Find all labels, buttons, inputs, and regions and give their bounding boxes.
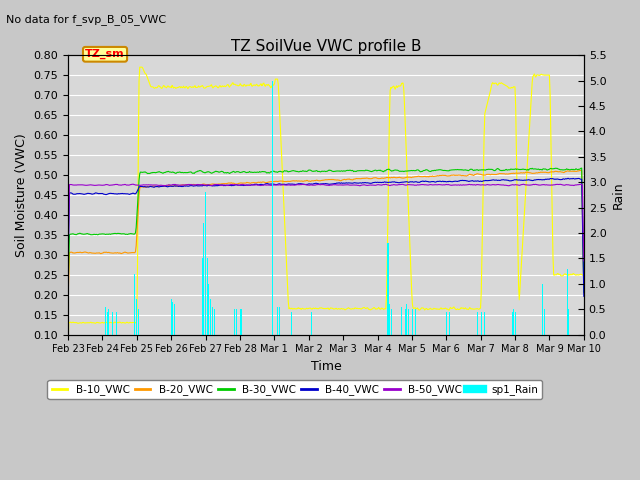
Bar xyxy=(568,309,570,335)
Bar xyxy=(446,312,447,335)
Y-axis label: Rain: Rain xyxy=(612,181,625,209)
Bar xyxy=(277,307,278,335)
Bar xyxy=(205,192,206,335)
Bar xyxy=(136,299,138,335)
Bar xyxy=(515,312,516,335)
Bar xyxy=(134,274,135,335)
Bar xyxy=(389,304,390,335)
Y-axis label: Soil Moisture (VWC): Soil Moisture (VWC) xyxy=(15,133,28,257)
Bar xyxy=(401,307,402,335)
Bar xyxy=(112,312,113,335)
Text: TZ_sm: TZ_sm xyxy=(85,49,125,60)
Bar xyxy=(415,309,416,335)
X-axis label: Time: Time xyxy=(310,360,341,373)
Bar xyxy=(234,309,235,335)
Bar xyxy=(108,309,109,335)
Bar xyxy=(203,223,204,335)
Bar xyxy=(202,258,203,335)
Bar xyxy=(391,309,392,335)
Bar xyxy=(511,312,513,335)
Bar xyxy=(477,312,478,335)
Bar xyxy=(272,81,273,335)
Text: No data for f_svp_B_05_VWC: No data for f_svp_B_05_VWC xyxy=(6,14,166,25)
Bar xyxy=(172,301,173,335)
Bar xyxy=(404,309,406,335)
Title: TZ SoilVue VWC profile B: TZ SoilVue VWC profile B xyxy=(230,39,421,54)
Bar xyxy=(107,312,108,335)
Bar xyxy=(214,309,215,335)
Bar xyxy=(408,309,410,335)
Bar xyxy=(105,307,106,335)
Bar xyxy=(513,309,514,335)
Bar xyxy=(171,299,172,335)
Bar xyxy=(208,284,209,335)
Bar xyxy=(279,307,280,335)
Bar xyxy=(406,304,407,335)
Bar xyxy=(138,309,139,335)
Bar xyxy=(207,258,208,335)
Bar xyxy=(173,304,175,335)
Bar xyxy=(291,312,292,335)
Bar xyxy=(449,312,450,335)
Bar xyxy=(387,243,388,335)
Bar xyxy=(567,268,568,335)
Bar xyxy=(544,309,545,335)
Legend: B-10_VWC, B-20_VWC, B-30_VWC, B-40_VWC, B-50_VWC, sp1_Rain: B-10_VWC, B-20_VWC, B-30_VWC, B-40_VWC, … xyxy=(47,380,543,399)
Bar xyxy=(239,309,241,335)
Bar xyxy=(241,309,242,335)
Bar xyxy=(412,309,413,335)
Bar xyxy=(481,312,482,335)
Bar xyxy=(236,309,237,335)
